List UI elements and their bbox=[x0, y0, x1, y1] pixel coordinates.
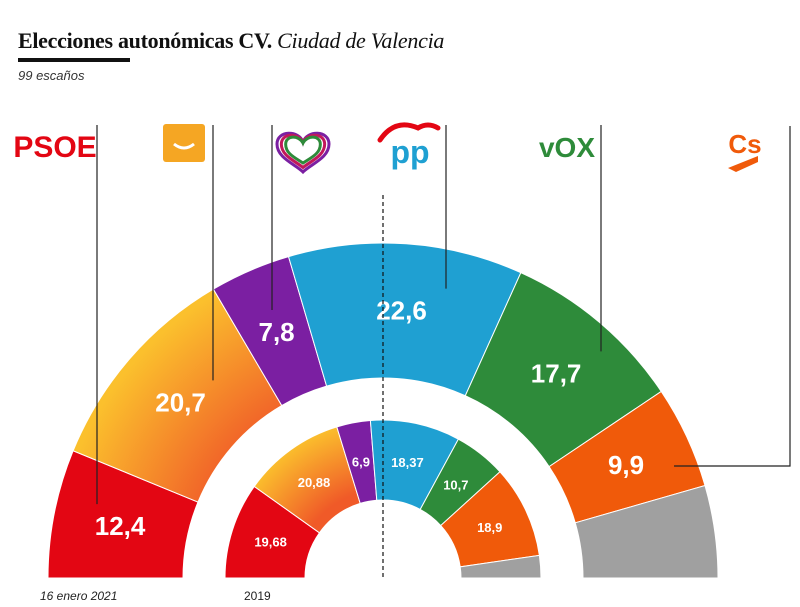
outer-value-label: 12,4 bbox=[95, 511, 146, 541]
title-sub: Ciudad de Valencia bbox=[277, 28, 445, 53]
leader-line bbox=[674, 126, 791, 467]
outer-value-label: 20,7 bbox=[155, 387, 206, 417]
party-logos: PSOE pp vOX Cs bbox=[13, 122, 762, 175]
outer-slice-otros bbox=[574, 484, 719, 579]
vox-logo: vOX bbox=[539, 132, 595, 163]
smile-icon bbox=[173, 142, 195, 150]
inner-value-label: 10,7 bbox=[443, 478, 468, 493]
inner-value-label: 18,37 bbox=[391, 455, 424, 470]
inner-value-label: 19,68 bbox=[254, 535, 287, 550]
inner-value-label: 20,88 bbox=[298, 475, 331, 490]
inner-ring: 19,68 20,88 6,9 18,37 10,7 18,9 bbox=[224, 419, 542, 579]
inner-value-label: 18,9 bbox=[477, 520, 502, 535]
cs-logo: Cs bbox=[728, 129, 761, 159]
psoe-logo: PSOE bbox=[13, 131, 96, 164]
chart-title: Elecciones autonómicas CV. Ciudad de Val… bbox=[18, 28, 444, 54]
chart-subtitle: 99 escaños bbox=[18, 68, 85, 83]
compromis-logo bbox=[163, 124, 205, 162]
outer-value-label: 22,6 bbox=[376, 296, 427, 326]
outer-value-label: 9,9 bbox=[608, 450, 644, 480]
inner-slice-otros bbox=[459, 554, 542, 579]
series-label-inner: 2019 bbox=[244, 589, 271, 603]
inner-value-label: 6,9 bbox=[352, 455, 370, 470]
podemos-heart-icon bbox=[275, 131, 331, 175]
outer-value-label: 17,7 bbox=[531, 358, 582, 388]
podemos-heart-icon bbox=[279, 133, 327, 170]
outer-value-label: 7,8 bbox=[258, 317, 294, 347]
pp-gull-icon bbox=[377, 122, 441, 143]
title-rule bbox=[18, 58, 130, 62]
cs-chevron-icon bbox=[728, 156, 758, 172]
title-main: Elecciones autonómicas CV. bbox=[18, 28, 272, 53]
leader-lines bbox=[96, 125, 791, 505]
outer-ring: 12,4 20,7 7,8 22,6 17,7 9,9 bbox=[47, 242, 719, 579]
pp-logo: pp bbox=[390, 134, 429, 170]
series-label-outer: 16 enero 2021 bbox=[40, 589, 117, 603]
podemos-heart-icon bbox=[284, 135, 322, 165]
